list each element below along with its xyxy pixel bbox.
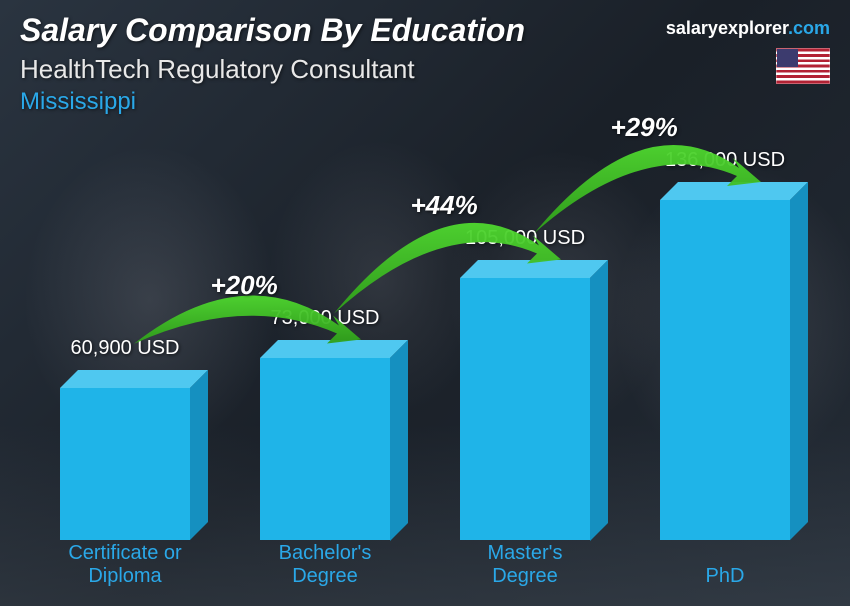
chart-container: Salary Comparison By Education HealthTec…: [0, 0, 850, 606]
brand-name: salaryexplorer: [666, 18, 788, 38]
bar-category-label: Master'sDegree: [440, 542, 610, 588]
bar-side: [590, 260, 608, 541]
bar-category-label: Certificate orDiploma: [40, 542, 210, 588]
bar: [260, 358, 390, 541]
bar: [660, 200, 790, 540]
bar-category-label: Bachelor'sDegree: [240, 542, 410, 588]
bar-front: [260, 358, 390, 541]
bar-value-label: 60,900 USD: [40, 337, 210, 360]
increase-percent-label: +29%: [611, 112, 678, 143]
increase-percent-label: +20%: [211, 270, 278, 301]
bar-front: [60, 388, 190, 540]
bar-chart: 60,900 USD Certificate orDiploma 73,000 US…: [40, 108, 810, 588]
increase-percent-label: +44%: [411, 190, 478, 221]
bar-side: [390, 340, 408, 541]
bar-side: [190, 370, 208, 540]
bar-value-label: 73,000 USD: [240, 307, 410, 330]
bar: [460, 278, 590, 541]
chart-subtitle: HealthTech Regulatory Consultant: [20, 54, 415, 85]
chart-title: Salary Comparison By Education: [20, 12, 525, 49]
brand-label: salaryexplorer.com: [666, 18, 830, 39]
bar-top: [260, 340, 408, 358]
bar-front: [660, 200, 790, 540]
bar: [60, 388, 190, 540]
bar-category-label: PhD: [640, 565, 810, 588]
brand-domain: .com: [788, 18, 830, 38]
flag-icon: [776, 48, 830, 84]
bar-side: [790, 182, 808, 540]
bar-value-label: 136,000 USD: [640, 149, 810, 172]
bar-top: [60, 370, 208, 388]
bar-front: [460, 278, 590, 541]
bar-value-label: 105,000 USD: [440, 227, 610, 250]
bar-top: [660, 182, 808, 200]
bar-top: [460, 260, 608, 278]
